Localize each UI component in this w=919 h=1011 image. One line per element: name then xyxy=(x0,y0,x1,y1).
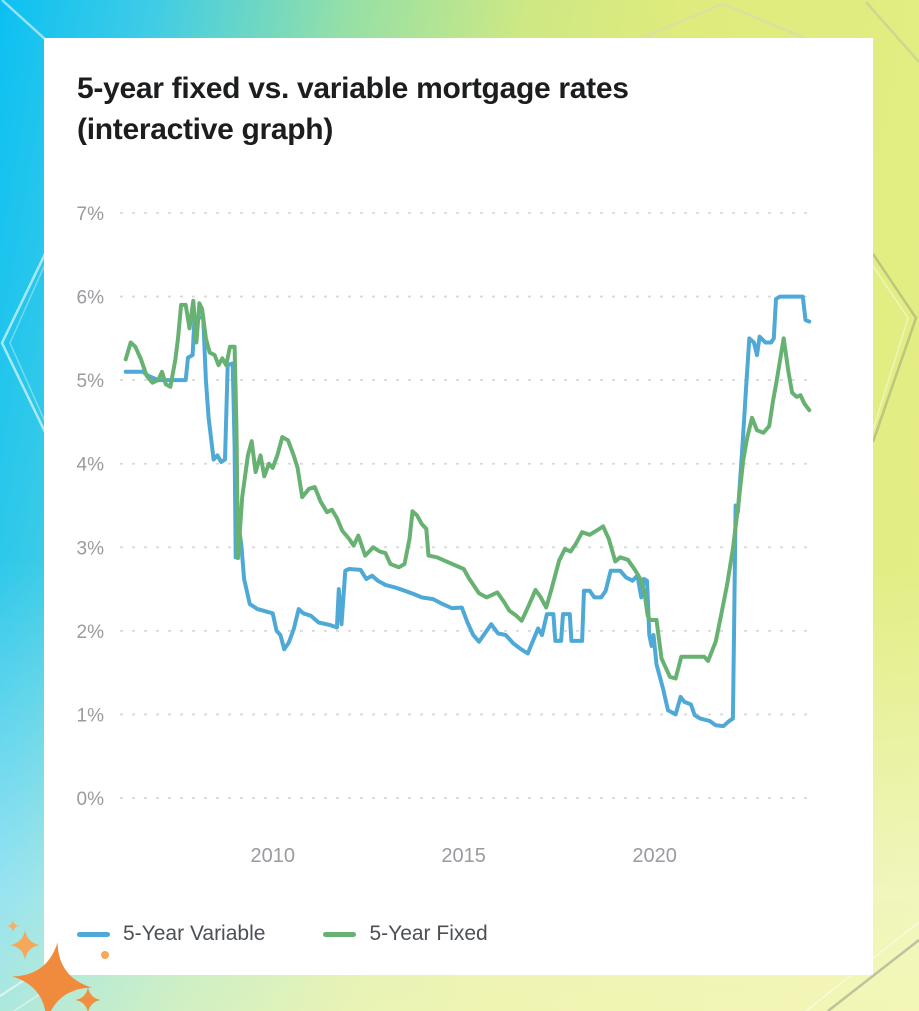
svg-text:2010: 2010 xyxy=(250,845,295,867)
chart-title: 5-year fixed vs. variable mortgage rates… xyxy=(77,68,629,150)
legend-item-fixed[interactable]: 5-Year Fixed xyxy=(323,922,488,946)
svg-text:1%: 1% xyxy=(77,705,105,726)
chart-legend: 5-Year Variable 5-Year Fixed xyxy=(77,922,488,946)
svg-text:3%: 3% xyxy=(77,538,105,559)
svg-text:2%: 2% xyxy=(77,622,105,643)
sparkle-dot-icon xyxy=(101,951,109,959)
sparkle-star-icon xyxy=(75,987,101,1011)
svg-text:7%: 7% xyxy=(77,204,105,225)
svg-text:2020: 2020 xyxy=(632,845,677,867)
sparkle-decoration xyxy=(7,920,109,1011)
rates-chart[interactable]: 7% 6% 5% 4% 3% 2% 1% 0% 2010 2015 2020 xyxy=(44,178,873,878)
sparkle-star-icon xyxy=(12,942,92,1011)
svg-text:0%: 0% xyxy=(77,789,105,810)
fixed-line-swatch-icon xyxy=(323,931,357,937)
sparkle-star-icon xyxy=(7,920,19,932)
svg-text:4%: 4% xyxy=(77,455,105,476)
legend-label-fixed: 5-Year Fixed xyxy=(369,922,488,945)
svg-text:2015: 2015 xyxy=(441,845,486,867)
chart-title-line1: 5-year fixed vs. variable mortgage rates xyxy=(77,72,629,105)
sparkle-star-icon xyxy=(10,930,40,960)
chart-card: 5-year fixed vs. variable mortgage rates… xyxy=(44,38,873,975)
legend-item-variable[interactable]: 5-Year Variable xyxy=(77,922,265,946)
variable-line-swatch-icon xyxy=(77,931,110,937)
svg-text:5%: 5% xyxy=(77,371,105,392)
svg-text:6%: 6% xyxy=(77,288,105,309)
chart-title-line2: (interactive graph) xyxy=(77,113,334,146)
legend-label-variable: 5-Year Variable xyxy=(123,922,266,945)
